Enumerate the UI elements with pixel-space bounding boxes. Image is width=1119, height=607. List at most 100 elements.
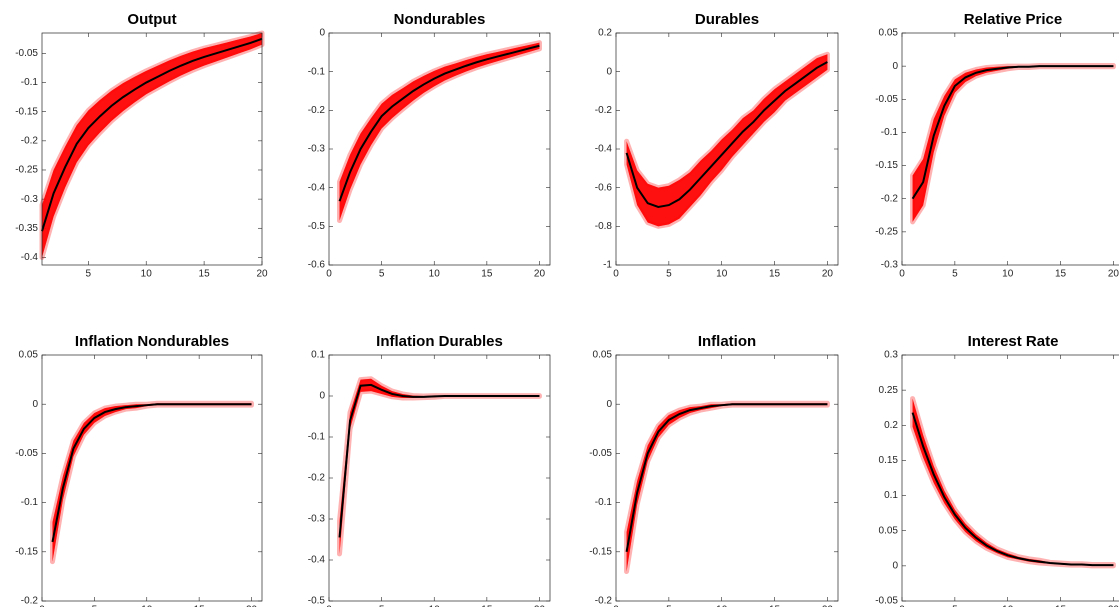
x-tick-label: 5	[666, 605, 672, 607]
axes-box	[41, 32, 263, 266]
x-tick-label: 0	[613, 605, 619, 607]
x-tick-label: 5	[666, 269, 672, 280]
y-tick-label: 0.2	[884, 420, 898, 431]
y-tick-label: 0	[606, 399, 612, 410]
chart-title: Durables	[695, 11, 759, 28]
median-line	[911, 412, 1114, 567]
x-tick-label: 15	[481, 269, 493, 280]
y-tick-label: 0	[606, 66, 612, 77]
median-line	[41, 37, 263, 232]
y-tick-label: -0.05	[15, 48, 38, 59]
x-tick-label: 20	[534, 269, 546, 280]
x-tick-label: 10	[1002, 605, 1014, 607]
x-tick-label: 5	[86, 269, 92, 280]
x-tick-label: 5	[92, 605, 98, 607]
y-tick-label: 0	[32, 399, 38, 410]
x-tick-label: 20	[822, 269, 834, 280]
axes-box	[901, 32, 1119, 266]
x-tick-label: 20	[246, 605, 258, 607]
x-tick-label: 15	[199, 269, 211, 280]
axes-box	[328, 32, 551, 266]
x-tick-label: 20	[256, 269, 268, 280]
x-tick-label: 15	[481, 605, 493, 607]
y-tick-label: -0.2	[21, 135, 39, 146]
chart-title: Output	[127, 11, 176, 28]
x-tick-label: 15	[769, 269, 781, 280]
x-tick-label: 5	[379, 605, 385, 607]
y-tick-label: -0.15	[15, 546, 38, 557]
y-tick-label: 0	[319, 391, 325, 402]
x-tick-label: 10	[141, 605, 153, 607]
y-tick-label: -0.5	[308, 596, 326, 607]
y-tick-label: -0.3	[21, 194, 39, 205]
x-tick-label: 10	[716, 605, 728, 607]
y-tick-label: 0.1	[884, 490, 898, 501]
y-tick-label: -0.25	[875, 226, 898, 237]
median-line	[625, 61, 828, 209]
x-tick-label: 5	[379, 269, 385, 280]
y-tick-label: 0	[892, 560, 898, 571]
median-line	[911, 65, 1114, 200]
chart-title: Relative Price	[964, 11, 1062, 28]
x-tick-label: 0	[899, 269, 905, 280]
axes-box	[328, 354, 551, 602]
y-tick-label: -0.05	[875, 596, 898, 607]
chart-title: Inflation	[698, 333, 756, 350]
y-tick-label: -0.2	[881, 193, 899, 204]
x-tick-label: 10	[1002, 269, 1014, 280]
chart-title: Interest Rate	[968, 333, 1059, 350]
y-tick-label: -0.2	[595, 596, 613, 607]
x-tick-label: 20	[822, 605, 834, 607]
y-tick-label: -0.5	[308, 221, 326, 232]
y-tick-label: -0.35	[15, 223, 38, 234]
x-tick-label: 10	[429, 605, 441, 607]
y-tick-label: -0.1	[308, 66, 326, 77]
y-tick-label: -0.15	[589, 546, 612, 557]
plot-area	[616, 355, 838, 601]
y-tick-label: -0.1	[21, 497, 39, 508]
y-tick-label: -0.05	[589, 448, 612, 459]
chart-title: Nondurables	[394, 11, 486, 28]
chart-title: Inflation Nondurables	[75, 333, 229, 350]
x-tick-label: 15	[194, 605, 206, 607]
x-tick-label: 0	[39, 605, 45, 607]
y-tick-label: -0.1	[595, 497, 613, 508]
x-tick-label: 10	[141, 269, 153, 280]
median-line	[338, 44, 540, 202]
y-tick-label: -0.05	[875, 94, 898, 105]
y-tick-label: -0.05	[15, 448, 38, 459]
y-tick-label: -0.1	[308, 432, 326, 443]
y-tick-label: 0.25	[879, 385, 899, 396]
x-tick-label: 15	[1055, 605, 1067, 607]
y-tick-label: -0.1	[881, 127, 899, 138]
median-line	[625, 403, 828, 552]
y-tick-label: -0.2	[595, 105, 613, 116]
plot-area	[902, 33, 1119, 265]
y-tick-label: -0.1	[21, 77, 39, 88]
band	[339, 42, 540, 221]
x-tick-label: 20	[534, 605, 546, 607]
y-tick-label: 0.2	[598, 28, 612, 39]
y-tick-label: 0.05	[879, 28, 899, 39]
y-tick-label: 0.1	[311, 350, 325, 361]
y-tick-label: -0.4	[595, 144, 613, 155]
y-tick-label: -0.4	[308, 555, 326, 566]
y-tick-label: 0.05	[879, 525, 899, 536]
x-tick-label: 15	[769, 605, 781, 607]
x-tick-label: 10	[716, 269, 728, 280]
x-tick-label: 0	[326, 269, 332, 280]
y-tick-label: -0.2	[308, 473, 326, 484]
y-tick-label: 0.05	[593, 350, 613, 361]
y-tick-label: -0.6	[308, 260, 326, 271]
axes-box	[615, 32, 839, 266]
y-tick-label: 0.05	[19, 350, 39, 361]
axes-box	[901, 354, 1119, 602]
x-tick-label: 15	[1055, 269, 1067, 280]
x-tick-label: 20	[1108, 269, 1119, 280]
x-tick-label: 5	[952, 269, 958, 280]
y-tick-label: -0.15	[875, 160, 898, 171]
y-tick-label: -0.4	[308, 182, 326, 193]
plot-area	[42, 355, 262, 601]
band	[42, 33, 262, 258]
